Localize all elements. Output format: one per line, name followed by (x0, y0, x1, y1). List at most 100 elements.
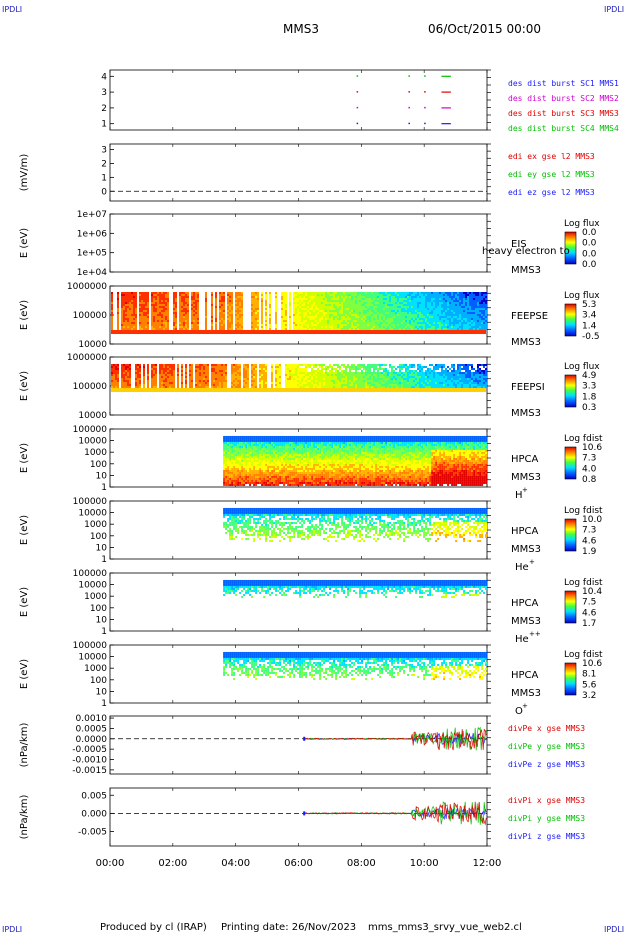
heatmap-cell (395, 328, 397, 330)
heatmap-cell (363, 292, 365, 294)
heatmap-cell (327, 368, 329, 370)
heatmap-cell (407, 314, 409, 316)
heatmap-cell (361, 372, 363, 374)
heatmap-cell (387, 300, 389, 302)
heatmap-cell (423, 302, 425, 304)
heatmap-cell (185, 324, 187, 326)
heatmap-cell (297, 328, 299, 330)
heatmap-cell (179, 320, 181, 322)
heatmap-cell (351, 294, 353, 296)
heatmap-cell (231, 364, 233, 366)
heatmap-cell (461, 324, 463, 326)
heatmap-cell (165, 294, 167, 296)
heatmap-cell (335, 376, 337, 378)
heatmap-cell (355, 326, 357, 328)
heatmap-cell (367, 310, 369, 312)
heatmap-cell (167, 366, 169, 368)
heatmap-cell (201, 378, 203, 380)
heatmap-cell (381, 374, 383, 376)
heatmap-cell (451, 304, 453, 306)
heatmap-cell (363, 302, 365, 304)
heatmap-cell (465, 324, 467, 326)
heatmap-cell (137, 376, 139, 378)
heatmap-cell (111, 320, 113, 322)
heatmap-cell (343, 314, 345, 316)
heatmap-cell (211, 322, 213, 324)
heatmap-cell (435, 314, 437, 316)
heatmap-cell (157, 304, 159, 306)
heatmap-cell (235, 370, 237, 372)
heatmap-cell (389, 326, 391, 328)
heatmap-cell (427, 384, 429, 386)
heatmap-cell (271, 368, 273, 370)
heatmap-cell (287, 376, 289, 378)
heatmap-cell (289, 320, 291, 322)
heatmap-cell (455, 328, 457, 330)
heatmap-cell (433, 292, 435, 294)
heatmap-cell (175, 322, 177, 324)
heatmap-cell (423, 326, 425, 328)
heatmap-cell (213, 386, 215, 388)
heatmap-cell (135, 316, 137, 318)
heatmap-cell (423, 382, 425, 384)
heatmap-cell (467, 298, 469, 300)
heatmap-cell (435, 302, 437, 304)
heatmap-cell (163, 384, 165, 386)
heatmap-cell (457, 376, 459, 378)
heatmap-cell (377, 370, 379, 372)
heatmap-cell (251, 292, 253, 294)
heatmap-cell (255, 374, 257, 376)
heatmap-cell (269, 314, 271, 316)
heatmap-cell (147, 328, 149, 330)
heatmap-cell (393, 374, 395, 376)
heatmap-cell (205, 370, 207, 372)
heatmap-cell (215, 366, 217, 368)
heatmap-cell (403, 314, 405, 316)
heatmap-cell (363, 382, 365, 384)
heatmap-cell (355, 298, 357, 300)
heatmap-cell (315, 302, 317, 304)
heatmap-cell (201, 386, 203, 388)
heatmap-cell (233, 364, 235, 366)
heatmap-cell (461, 314, 463, 316)
heatmap-cell (343, 302, 345, 304)
heatmap-cell (361, 292, 363, 294)
heatmap-cell (243, 378, 245, 380)
heatmap-cell (475, 298, 477, 300)
heatmap-cell (309, 316, 311, 318)
heatmap-cell (411, 298, 413, 300)
colorbar-tick-label: 1.4 (582, 321, 597, 331)
heatmap-cell (341, 376, 343, 378)
heatmap-cell (241, 316, 243, 318)
heatmap-cell (459, 308, 461, 310)
heatmap-cell (365, 300, 367, 302)
heatmap-cell (231, 304, 233, 306)
heatmap-cell (163, 322, 165, 324)
heatmap-cell (333, 318, 335, 320)
heatmap-cell (303, 296, 305, 298)
heatmap-cell (451, 380, 453, 382)
heatmap-cell (395, 300, 397, 302)
heatmap-cell (363, 316, 365, 318)
heatmap-cell (441, 326, 443, 328)
heatmap-cell (373, 386, 375, 388)
heatmap-cell (167, 384, 169, 386)
heatmap-cell (169, 370, 171, 372)
heatmap-cell (113, 386, 115, 388)
heatmap-cell (237, 318, 239, 320)
heatmap-cell (349, 376, 351, 378)
heatmap-cell (151, 382, 153, 384)
heatmap-cell (173, 296, 175, 298)
heatmap-cell (341, 310, 343, 312)
heatmap-cell (227, 322, 229, 324)
heatmap-cell (129, 310, 131, 312)
heatmap-cell (301, 382, 303, 384)
heatmap-cell (235, 312, 237, 314)
heatmap-cell (377, 306, 379, 308)
heatmap-cell (293, 364, 295, 366)
heatmap-cell (355, 386, 357, 388)
heatmap-cell (239, 316, 241, 318)
heatmap-cell (363, 364, 365, 366)
heatmap-cell (319, 378, 321, 380)
heatmap-cell (455, 370, 457, 372)
